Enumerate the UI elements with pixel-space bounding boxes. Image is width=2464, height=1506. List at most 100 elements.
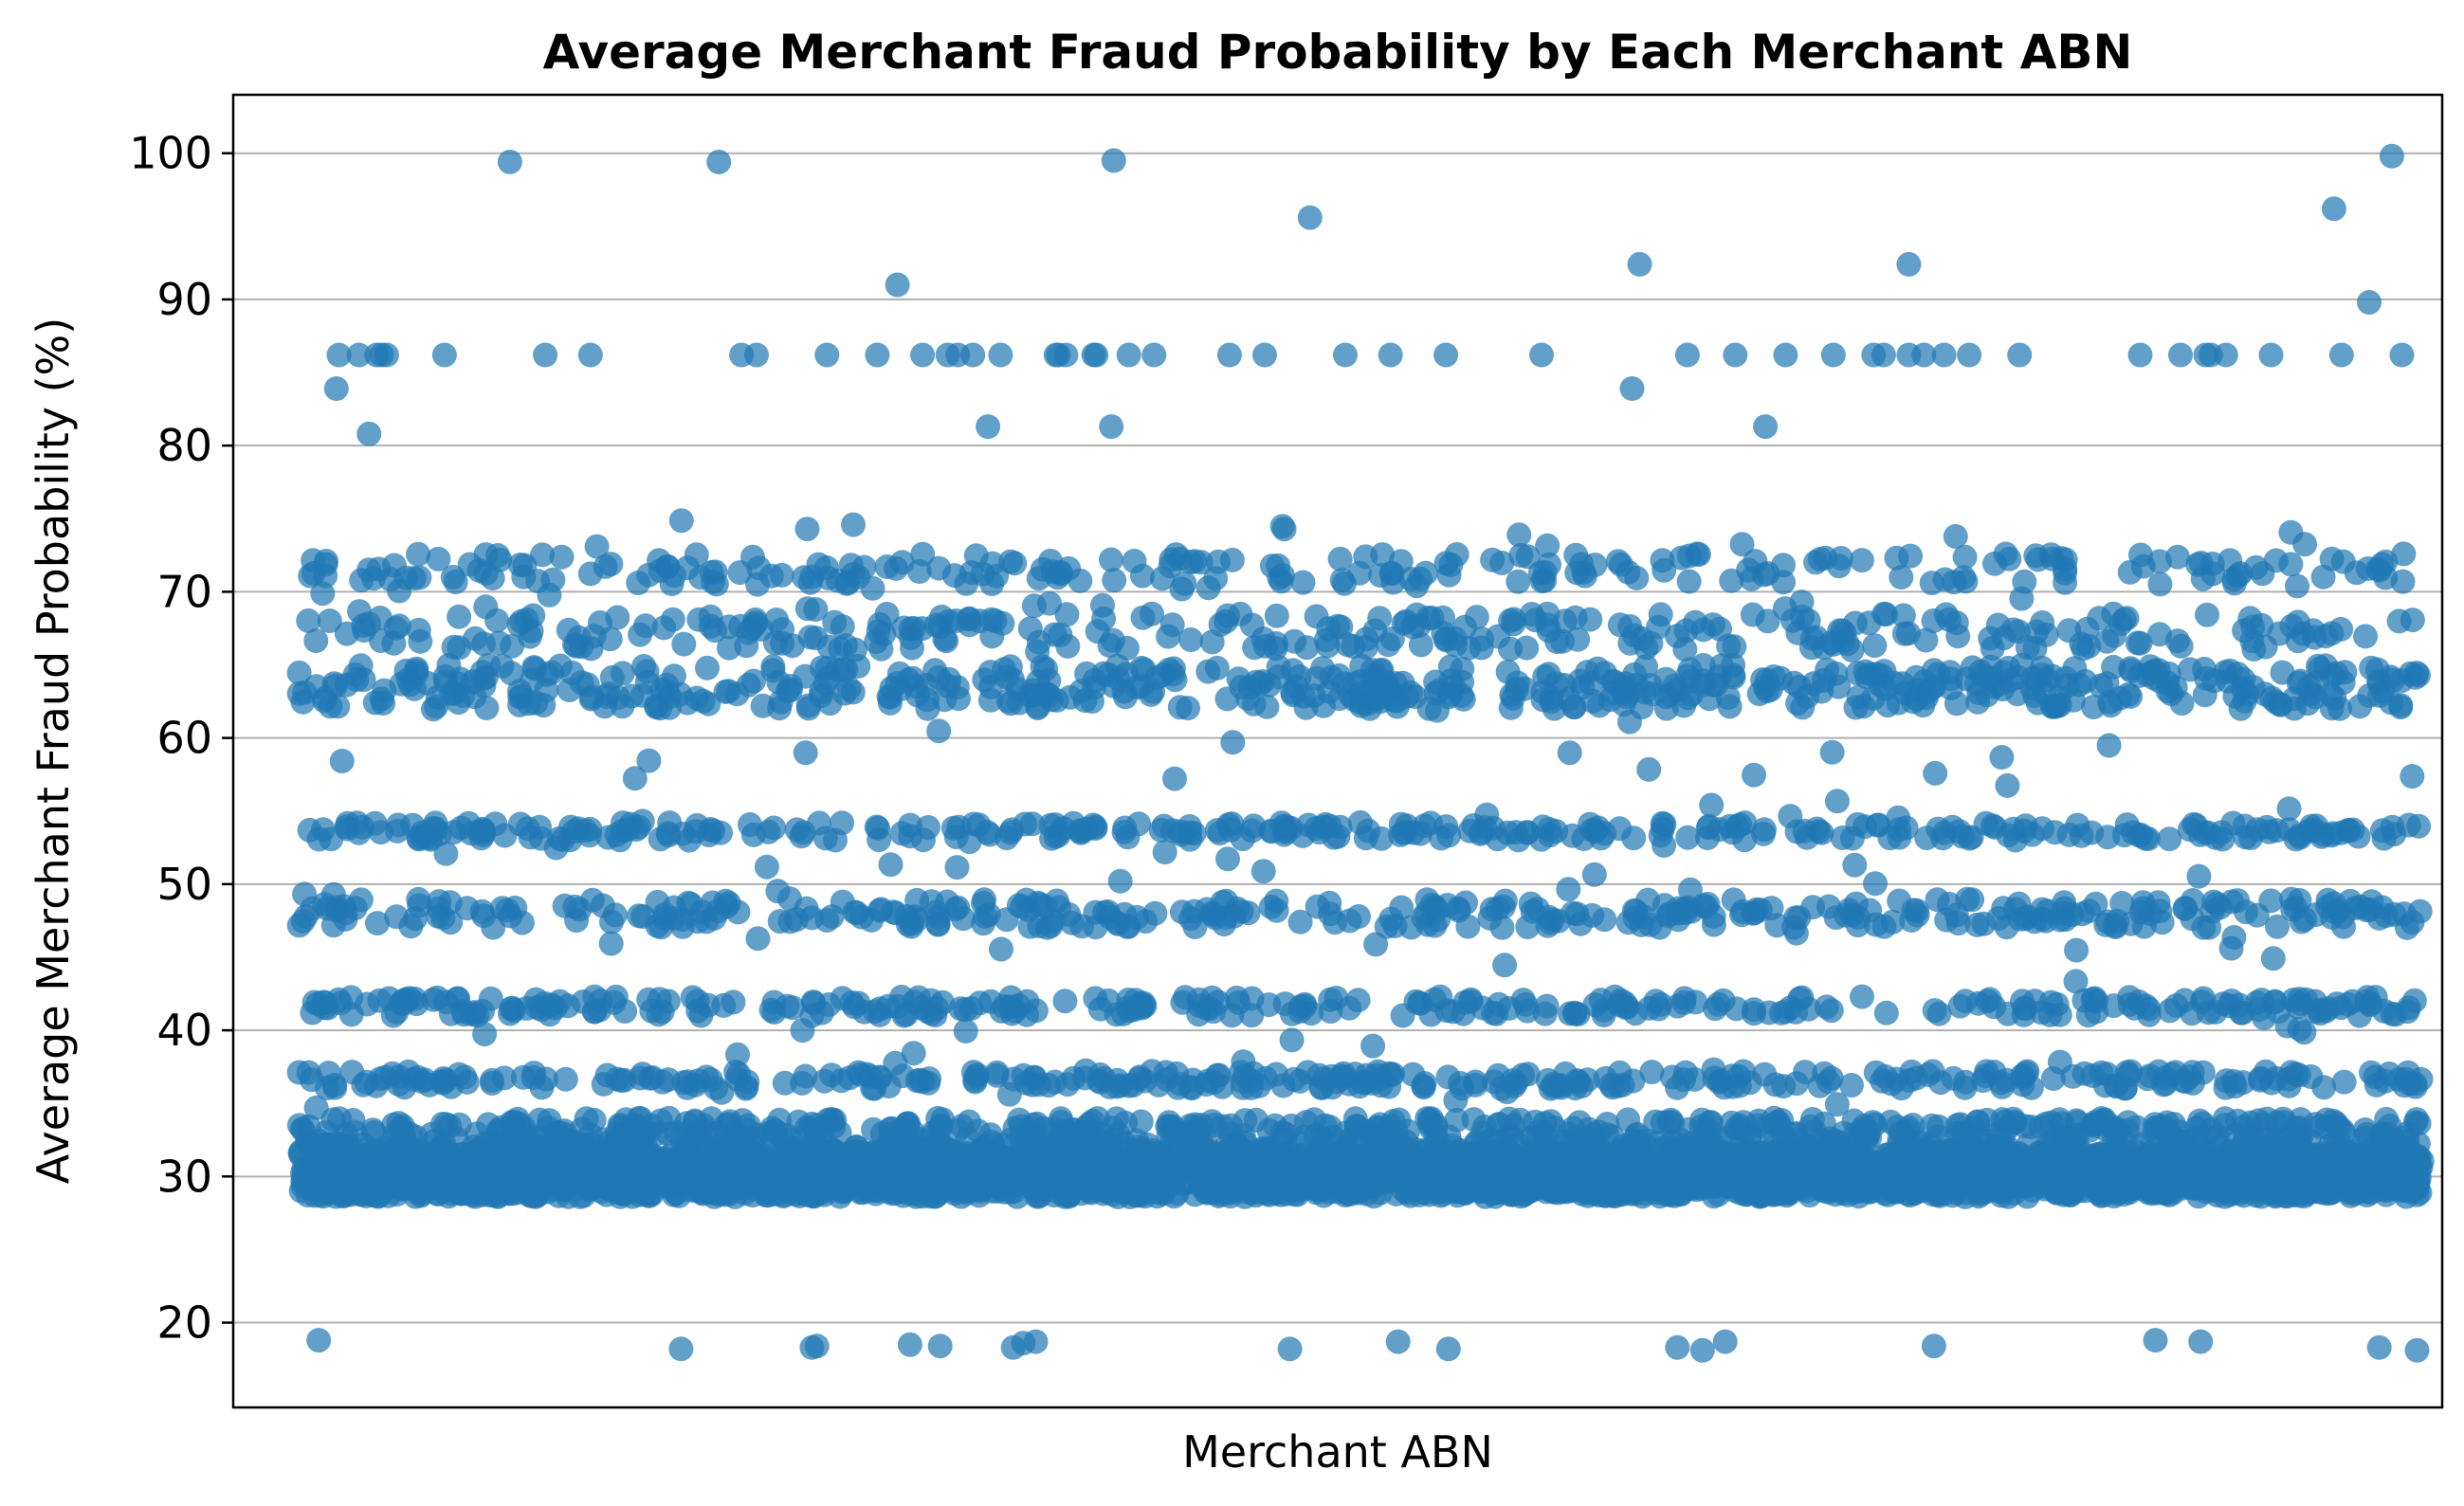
data-point-mid-low-2 (1873, 1000, 1899, 1025)
data-point-base-upper (2124, 1115, 2149, 1140)
data-point-base-upper (497, 1128, 522, 1153)
data-point-base-upper (1009, 1114, 1034, 1139)
data-point-mid-low-2 (695, 992, 721, 1018)
data-point-mid-low (2231, 1070, 2255, 1096)
data-point-base-upper (1767, 1136, 1793, 1162)
data-point-mid-low (1752, 1061, 1778, 1087)
data-point-base-upper (699, 1106, 724, 1132)
data-point-base-upper (2015, 1133, 2040, 1158)
data-point-base (2347, 1152, 2373, 1178)
data-point-base (526, 1165, 552, 1190)
data-point-mid-low-2 (2010, 989, 2035, 1014)
data-point-base-upper (955, 1126, 980, 1152)
data-point-mid-low-2 (2180, 1001, 2204, 1026)
data-point-base-upper (1520, 1125, 1545, 1151)
data-point-base (2104, 1157, 2129, 1183)
data-point-base-upper (551, 1121, 576, 1147)
data-point-mid-low-2 (2101, 993, 2126, 1019)
data-point-base (2342, 1181, 2367, 1207)
data-point-mid-low-2 (1087, 996, 1113, 1022)
data-point-base-upper (1416, 1111, 1442, 1136)
data-point-mid-low (1897, 1068, 1922, 1093)
data-point-mid-low (2112, 1076, 2138, 1101)
data-point-mid (1287, 909, 1313, 934)
data-point-mid-low-2 (380, 1003, 406, 1028)
data-point-base (2032, 1176, 2057, 1202)
data-point-base (330, 1172, 356, 1198)
data-point-base-upper (324, 1131, 350, 1156)
data-point-base (2378, 1166, 2403, 1191)
data-point-mid-low (2080, 1063, 2106, 1088)
data-point-base (857, 1178, 883, 1204)
data-point-mid-low (2018, 1075, 2044, 1100)
data-point-mid-low (735, 1069, 760, 1095)
data-point-mid-low-2 (1636, 995, 1662, 1021)
data-point-mid-low (640, 1065, 666, 1091)
data-point-mid-low-2 (639, 998, 665, 1024)
data-point-mid (1258, 894, 1284, 919)
data-point-mid (2258, 888, 2284, 914)
data-point-base-upper (392, 1124, 417, 1150)
data-point-mid-low-2 (469, 998, 495, 1024)
data-point-base-upper (1684, 1134, 1709, 1159)
data-point-base (1848, 1178, 1873, 1204)
data-point-mid-low (452, 1064, 478, 1090)
data-point-mid-low (1665, 1075, 1690, 1100)
data-point-base (1262, 1171, 1287, 1197)
data-point-mid-low (683, 1072, 708, 1098)
data-point-mid-low (1620, 1068, 1646, 1094)
data-point-mid-low (604, 1066, 630, 1092)
data-point-base-upper (1469, 1120, 1495, 1146)
data-point-mid (1701, 903, 1726, 929)
data-point-base-upper (977, 1122, 1003, 1148)
data-point-mid-low (1816, 1069, 1841, 1095)
data-point-mid (1880, 909, 1906, 934)
data-point-mid-low (1941, 1065, 1966, 1091)
data-point-mid-low (1264, 1061, 1289, 1087)
data-point-mid (1490, 894, 1516, 919)
data-point-base (1395, 1180, 1420, 1206)
data-point-base-upper (1947, 1112, 1973, 1137)
data-point-base-upper (2150, 1114, 2175, 1139)
data-point-base (302, 1183, 328, 1208)
data-point-base-upper (1439, 1133, 1465, 1158)
data-point-base-upper (1402, 1136, 1428, 1162)
data-point-mid-low (1553, 1061, 1579, 1086)
data-point-base (2207, 1177, 2233, 1203)
data-point-base (680, 1154, 705, 1180)
data-point-mid-low-2 (1671, 990, 1697, 1015)
data-point-base (954, 1165, 979, 1190)
data-point-mid-low-2 (2037, 1002, 2063, 1027)
data-point-base-upper (2101, 1115, 2126, 1140)
data-point-mid-low-2 (326, 987, 352, 1012)
data-point-mid-low (2151, 1072, 2177, 1098)
data-point-base (2108, 1179, 2134, 1205)
data-point-base (1521, 1155, 1546, 1180)
data-point-mid-low-2 (2230, 1000, 2255, 1025)
data-point-mid-low-2 (1428, 984, 1453, 1009)
data-point-base-upper (844, 1134, 869, 1159)
data-point-base-upper (1309, 1134, 1335, 1160)
data-point-mid-low-2 (1922, 998, 1947, 1024)
data-point-base-upper (1210, 1114, 1235, 1139)
data-point-base (1591, 1160, 1616, 1186)
data-point-base-upper (1067, 1135, 1091, 1161)
data-point-base (390, 1170, 414, 1196)
data-point-base-upper (1031, 1116, 1056, 1141)
data-point-mid-low (860, 1076, 885, 1101)
data-point-mid (384, 904, 410, 930)
data-point-base-upper (2395, 1121, 2420, 1146)
data-point-mid-low-2 (1703, 996, 1728, 1022)
data-point-base (607, 1167, 631, 1191)
data-point-mid-low (1575, 1067, 1600, 1093)
data-point-base (1966, 1184, 1992, 1209)
data-point-base (1933, 1180, 1959, 1206)
data-point-base-upper (1908, 1131, 1934, 1155)
data-point-base (715, 1160, 740, 1186)
data-point-base (580, 1160, 606, 1185)
data-point-mid-low (2331, 1069, 2357, 1095)
data-point-base-upper (1580, 1127, 1606, 1152)
data-point-base (1451, 1157, 1476, 1183)
data-point-mid-low (1104, 1074, 1130, 1099)
